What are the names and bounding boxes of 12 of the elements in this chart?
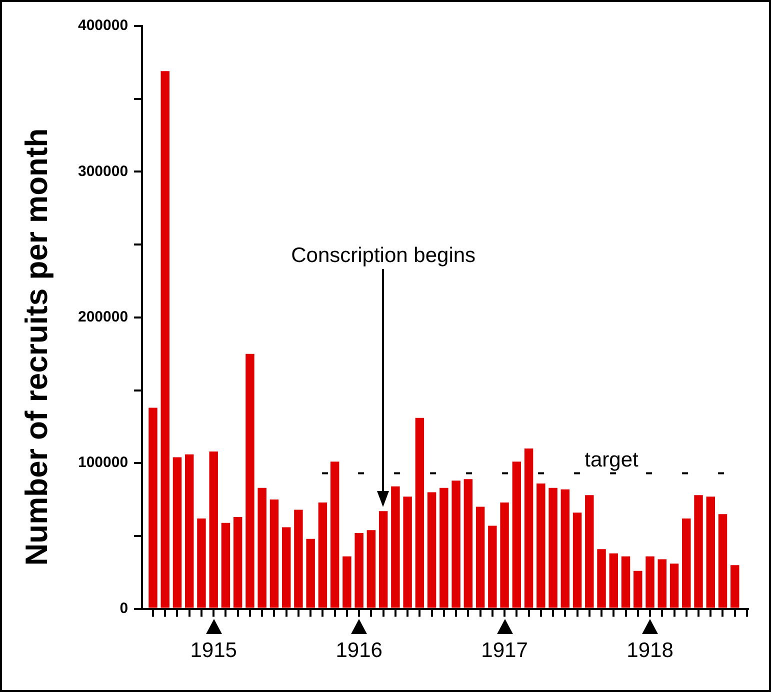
x-tick-label: 1916 [336, 639, 382, 662]
annotation: Conscription begins [291, 244, 476, 268]
y-tick-label: 300000 [78, 162, 128, 180]
x-tick-label: 1918 [626, 639, 674, 662]
y-tick-label: 100000 [78, 454, 128, 472]
y-tick-label: 200000 [78, 308, 128, 326]
ref-line-label: target [584, 448, 639, 472]
y-tick-label: 0 [120, 600, 128, 617]
x-tick-label: 1917 [481, 639, 528, 662]
y-tick-label: 400000 [78, 17, 128, 34]
y-axis-title: Number of recruits per month [19, 128, 55, 566]
x-tick-label: 1915 [190, 639, 237, 662]
